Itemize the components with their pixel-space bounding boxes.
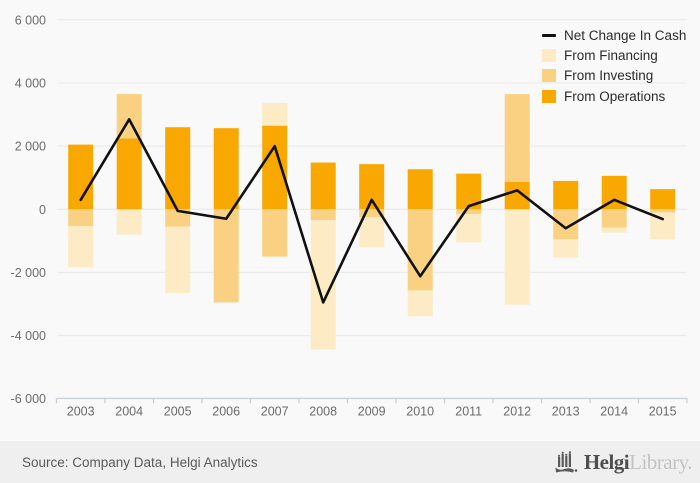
cashflow-chart: 6 000 4 000 2 000 0 -2 000 -4 000 -6 000 2003 20… — [11, 13, 688, 419]
bar-2015-operations — [650, 189, 676, 210]
y-axis-label: 0 — [39, 203, 46, 217]
logo-brand-text: Helgi — [583, 449, 630, 474]
legend-label-investing: From Investing — [564, 68, 654, 84]
x-axis-label-2008: 2008 — [309, 405, 337, 419]
bar-2009-investing — [359, 209, 385, 218]
legend-item-net-change[interactable]: Net Change In Cash — [542, 25, 686, 45]
y-axis-label: -4 000 — [11, 329, 46, 343]
bar-2010-operations — [407, 169, 433, 210]
y-axis-label: 2 000 — [15, 140, 46, 154]
x-axis-label-2015: 2015 — [649, 405, 677, 419]
legend-item-operations[interactable]: From Operations — [542, 86, 686, 106]
net-change-line — [79, 118, 665, 304]
bar-2004-financing — [116, 209, 142, 235]
bar-2005-investing — [165, 209, 191, 227]
x-axis-label-2012: 2012 — [503, 405, 531, 419]
legend-swatch-net-line — [542, 33, 556, 37]
legend-label-financing: From Financing — [564, 48, 658, 64]
bar-2005-financing — [165, 226, 191, 293]
bar-2011-investing — [456, 209, 482, 215]
y-axis-label: 6 000 — [15, 13, 46, 27]
y-axis-label: -6 000 — [11, 392, 46, 406]
x-axis-label-2006: 2006 — [212, 405, 240, 419]
bar-2014-financing — [601, 227, 627, 233]
bar-2012-financing — [504, 209, 530, 305]
footer-bar: Source: Company Data, Helgi Analytics He… — [0, 441, 700, 483]
bar-2007-operations — [262, 125, 288, 210]
legend-item-investing[interactable]: From Investing — [542, 66, 686, 86]
bar-2008-operations — [310, 162, 336, 210]
x-axis-label-2011: 2011 — [455, 405, 482, 419]
bar-2015-investing — [650, 209, 676, 213]
bar-2004-operations — [116, 138, 142, 210]
x-axis-label-2004: 2004 — [115, 405, 143, 419]
bar-2012-investing — [504, 94, 530, 182]
x-axis-label-2009: 2009 — [358, 405, 386, 419]
legend-swatch-financing — [542, 49, 556, 63]
legend-label-operations: From Operations — [564, 88, 666, 104]
bar-2013-financing — [553, 239, 579, 258]
bar-2009-financing — [359, 217, 385, 248]
bar-2010-investing — [407, 209, 433, 291]
bar-2007-investing — [262, 209, 288, 257]
logo-suffix-text: Library. — [629, 449, 692, 474]
bar-2010-financing — [407, 290, 433, 317]
bar-2014-investing — [601, 209, 627, 228]
bar-2008-investing — [310, 209, 336, 221]
bar-2006-operations — [213, 128, 239, 210]
bar-2007-financing — [262, 102, 288, 126]
x-axis-label-2013: 2013 — [552, 405, 580, 419]
bar-2006-investing — [213, 209, 239, 303]
x-axis-label-2003: 2003 — [67, 405, 95, 419]
bar-2003-financing — [68, 226, 94, 268]
source-text: Source: Company Data, Helgi Analytics — [22, 454, 258, 470]
legend-item-financing[interactable]: From Financing — [542, 45, 686, 65]
legend-swatch-investing — [542, 69, 556, 83]
x-axis-label-2007: 2007 — [261, 405, 289, 419]
y-axis-label: -2 000 — [11, 266, 46, 280]
x-axis-label-2005: 2005 — [164, 405, 192, 419]
legend-swatch-operations — [542, 89, 556, 103]
legend: Net Change In Cash From Financing From I… — [542, 25, 686, 107]
legend-label-net-change: Net Change In Cash — [564, 27, 687, 43]
x-axis-label-2014: 2014 — [600, 405, 628, 419]
bar-2003-investing — [68, 209, 94, 227]
helgi-logo-icon — [555, 451, 578, 473]
bar-2013-operations — [553, 180, 579, 210]
y-axis-label: 4 000 — [15, 77, 46, 91]
helgi-library-logo[interactable]: Helgi Library. — [553, 449, 692, 475]
x-axis-label-2010: 2010 — [406, 405, 434, 419]
